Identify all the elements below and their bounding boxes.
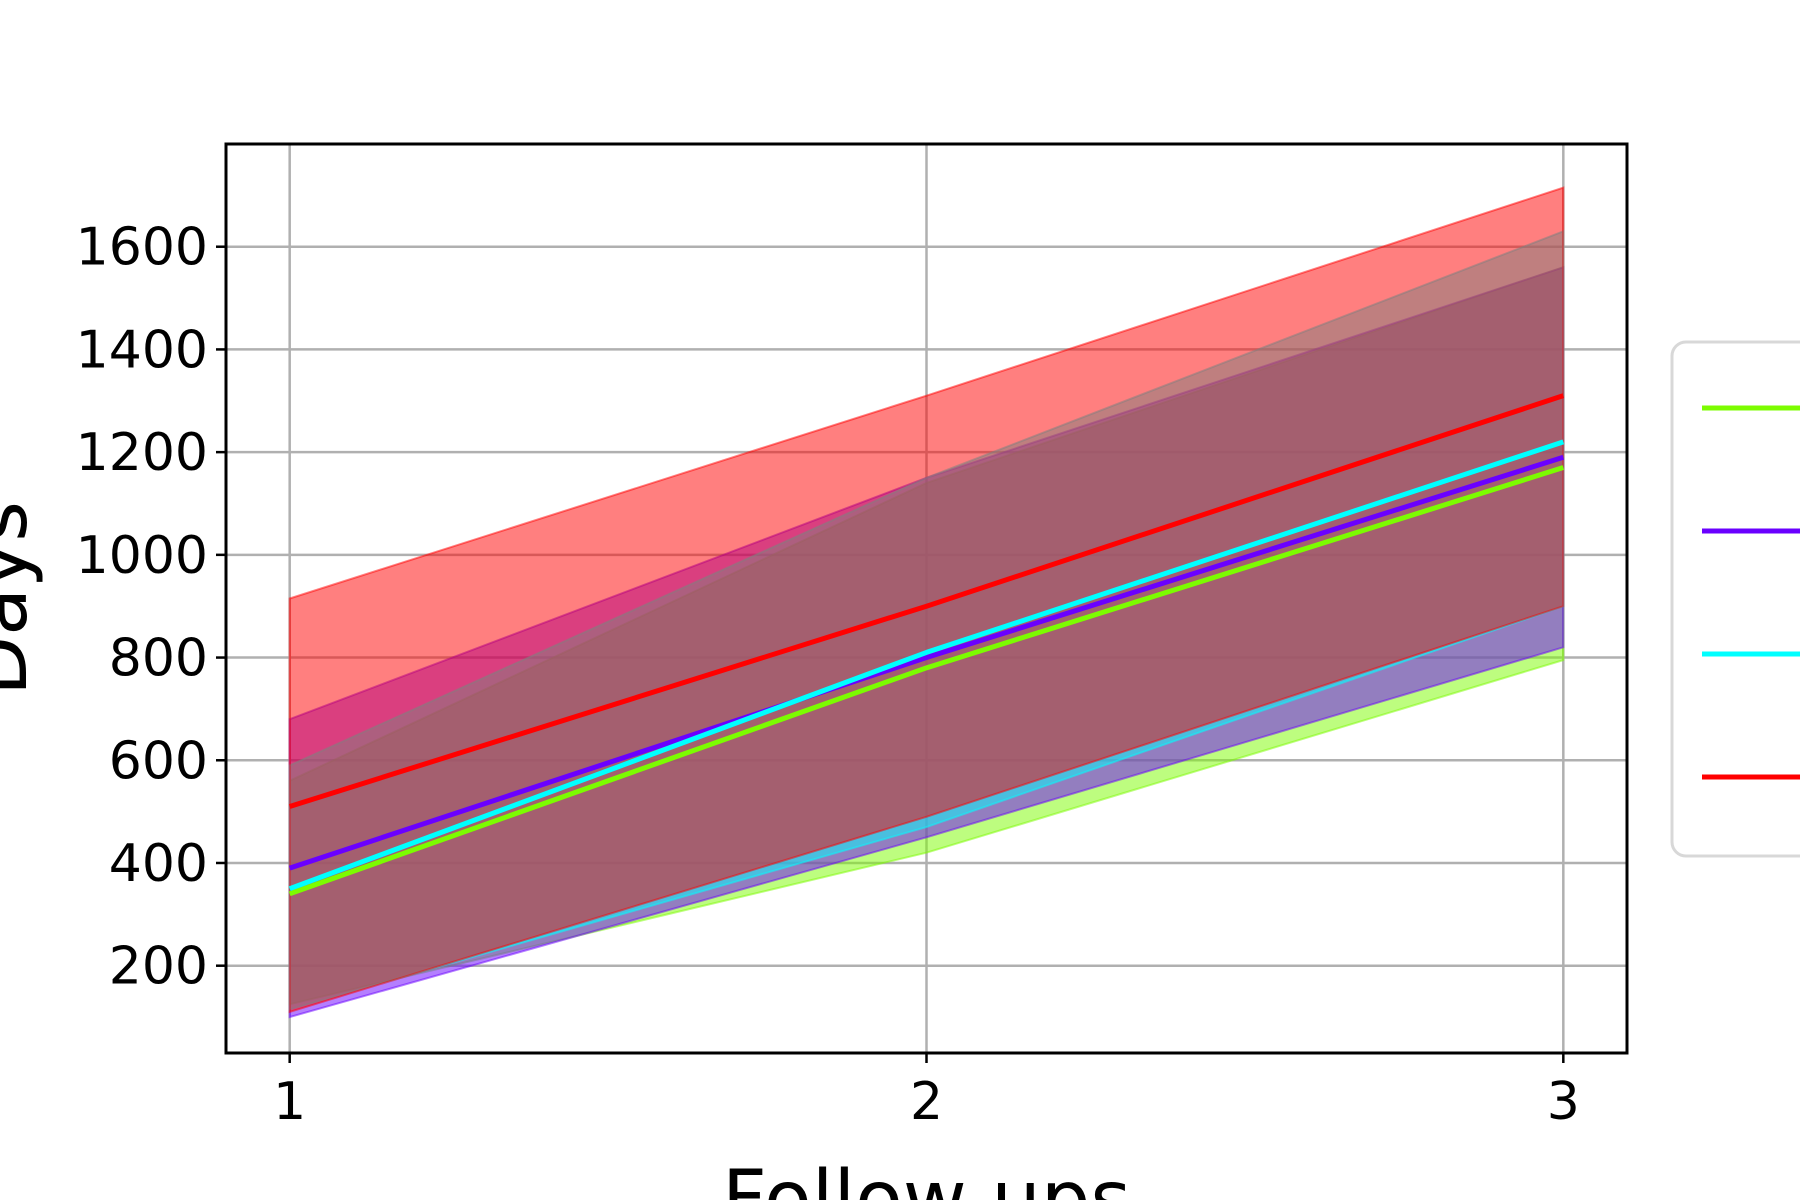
x-tick-label: 1 xyxy=(273,1072,306,1132)
tick-labels: 1 2 3 200 400 600 800 1000 1200 1400 1600 xyxy=(76,218,1580,1132)
y-tick-label: 800 xyxy=(109,629,208,689)
x-tick-label: 2 xyxy=(910,1072,943,1132)
y-tick-label: 400 xyxy=(109,834,208,894)
band-series-4 xyxy=(288,186,1565,1014)
y-tick-label: 1400 xyxy=(76,320,208,380)
x-tick-label: 3 xyxy=(1547,1072,1580,1132)
y-tick-label: 1600 xyxy=(76,218,208,278)
y-tick-label: 1000 xyxy=(76,526,208,586)
y-tick-label: 200 xyxy=(109,937,208,997)
legend xyxy=(1670,340,1800,858)
y-axis-label: Days xyxy=(0,501,45,696)
line-series-3 xyxy=(288,439,1565,892)
y-tick-label: 600 xyxy=(109,731,208,791)
confidence-bands xyxy=(288,186,1565,1019)
line-series-4 xyxy=(288,393,1565,809)
line-series-2 xyxy=(288,454,1565,871)
legend-box xyxy=(1670,340,1800,858)
line-series-1 xyxy=(288,465,1565,897)
x-axis-label: Follow ups xyxy=(722,1155,1131,1200)
series-lines xyxy=(288,393,1565,897)
y-tick-label: 1200 xyxy=(76,423,208,483)
